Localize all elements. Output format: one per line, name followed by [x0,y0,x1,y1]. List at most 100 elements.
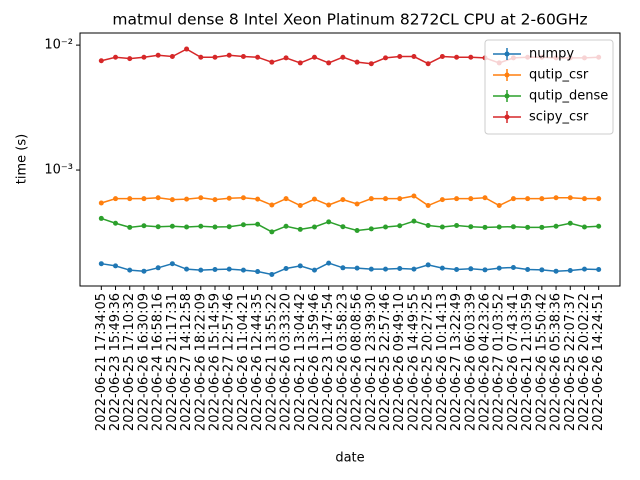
series-line [101,217,599,233]
data-point [212,224,218,230]
data-point [340,54,346,60]
x-tick-label: 2022-06-24 16:58:16 [151,293,166,431]
data-point [141,223,147,229]
data-point [596,196,602,202]
data-point [127,196,133,202]
data-point [496,203,502,209]
data-point [383,196,389,202]
data-point [397,54,403,60]
data-point [127,56,133,62]
data-point [141,54,147,60]
x-tick-label: 2022-06-25 22:07:37 [563,293,578,431]
data-point [581,224,587,230]
data-point [439,54,445,60]
x-tick-label: 2022-06-26 03:58:23 [335,293,350,431]
data-point [311,224,317,230]
data-point [269,229,275,235]
x-tick-label: 2022-06-26 14:24:51 [591,293,606,431]
x-tick-label: 2022-06-21 13:04:42 [293,293,308,431]
x-tick-label: 2022-06-26 14:49:55 [406,293,421,431]
data-point [581,266,587,272]
data-point [283,196,289,202]
x-tick-label: 2022-06-26 10:14:13 [435,293,450,431]
x-tick-label: 2022-06-26 03:33:20 [279,293,294,431]
x-tick-label: 2022-06-21 13:55:22 [264,293,279,431]
data-point [283,223,289,229]
data-point [169,261,175,267]
legend-marker [504,93,510,99]
data-point [269,59,275,65]
data-point [553,268,559,274]
data-point [539,224,545,230]
data-point [482,195,488,201]
data-point [326,202,332,208]
data-point [198,267,204,273]
data-point [155,195,161,201]
data-point [311,54,317,60]
x-tick-label: 2022-06-26 08:08:56 [350,293,365,431]
data-point [255,196,261,202]
data-point [184,196,190,202]
data-point [169,223,175,229]
x-tick-label: 2022-06-23 15:49:36 [108,293,123,431]
legend-marker [504,114,510,120]
data-point [397,196,403,202]
x-tick-label: 2022-06-21 23:39:30 [364,293,379,431]
data-point [240,222,246,228]
data-point [98,58,104,64]
data-point [283,55,289,61]
data-point [553,223,559,229]
data-point [113,54,119,60]
data-point [482,224,488,230]
data-point [326,219,332,225]
legend-label: numpy [529,47,574,62]
x-tick-label: 2022-06-26 15:14:59 [208,293,223,431]
x-tick-label: 2022-06-26 06:03:39 [463,293,478,431]
x-tick-label: 2022-06-27 01:03:52 [492,293,507,431]
data-point [439,224,445,230]
data-point [326,260,332,266]
data-point [98,261,104,267]
data-point [113,263,119,269]
data-point [510,196,516,202]
data-point [311,267,317,273]
data-point [354,228,360,234]
data-point [226,224,232,230]
data-point [240,54,246,60]
data-point [411,193,417,199]
data-point [212,197,218,203]
data-point [596,223,602,229]
data-point [198,195,204,201]
data-point [311,196,317,202]
data-point [482,267,488,273]
legend-marker [504,51,510,57]
data-point [326,60,332,66]
data-point [581,196,587,202]
data-point [496,224,502,230]
data-point [354,201,360,207]
data-point [411,218,417,224]
data-point [255,269,261,275]
x-tick-label: 2022-06-25 22:57:46 [378,293,393,431]
data-point [184,224,190,230]
data-point [297,60,303,66]
data-point [113,196,119,202]
x-tick-label: 2022-06-26 16:30:09 [136,293,151,431]
x-tick-label: 2022-06-27 14:12:58 [179,293,194,431]
y-tick-label: 10⁻³ [44,163,73,178]
legend-marker [504,72,510,78]
series-line [101,195,599,207]
x-tick-label: 2022-06-26 13:59:46 [307,293,322,431]
data-point [439,197,445,203]
data-point [297,226,303,232]
data-point [98,215,104,221]
data-point [297,263,303,269]
data-point [141,196,147,202]
x-tick-label: 2022-06-25 20:27:25 [421,293,436,431]
plot-area [79,32,621,287]
data-point [113,220,119,226]
data-point [510,224,516,230]
data-point [340,265,346,271]
x-tick-label: 2022-06-26 15:50:42 [534,293,549,431]
x-tick-label: 2022-06-26 20:02:22 [577,293,592,431]
